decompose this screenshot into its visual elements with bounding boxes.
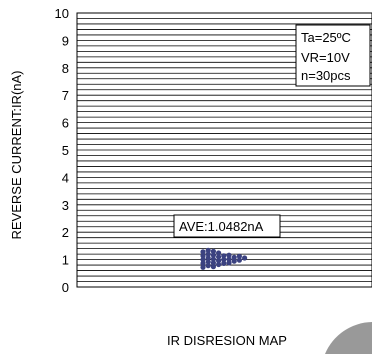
data-point	[205, 251, 211, 257]
y-axis-title: REVERSE CURRENT:IR(nA)	[9, 70, 24, 239]
data-point	[210, 264, 216, 270]
decorative-corner-shape	[325, 322, 372, 354]
data-point	[200, 264, 206, 270]
data-point	[205, 255, 211, 261]
y-tick-label: 1	[62, 253, 69, 268]
x-axis-title: IR DISRESION MAP	[167, 333, 287, 348]
y-tick-label: 6	[62, 116, 69, 131]
data-point	[221, 253, 227, 259]
conditions-frame	[295, 24, 371, 87]
data-point	[200, 249, 206, 255]
data-point	[210, 256, 216, 262]
condition-temperature: Ta=25ºC	[301, 30, 351, 45]
data-point	[236, 253, 242, 259]
conditions-box: Ta=25ºC VR=10V n=30pcs	[295, 24, 371, 87]
y-tick-labels: 0 1 2 3 4 5 6 7 8 9 10	[55, 6, 69, 295]
data-point	[221, 260, 227, 266]
data-point	[200, 260, 206, 266]
y-tick-label: 5	[62, 143, 69, 158]
data-point	[226, 256, 232, 262]
data-point	[221, 257, 227, 263]
data-point	[210, 260, 216, 266]
data-point	[216, 258, 222, 264]
data-point	[205, 263, 211, 269]
plot-frame	[76, 12, 372, 288]
y-tick-label: 7	[62, 88, 69, 103]
data-point	[200, 257, 206, 263]
data-point	[205, 259, 211, 265]
data-point	[216, 250, 222, 256]
data-point	[205, 247, 211, 253]
y-tick-label: 4	[62, 170, 69, 185]
average-box	[173, 214, 281, 238]
y-tick-label: 8	[62, 61, 69, 76]
average-annotation: AVE:1.0482nA	[173, 214, 281, 238]
data-point	[210, 252, 216, 258]
y-tick-label: 2	[62, 225, 69, 240]
y-tick-label: 3	[62, 198, 69, 213]
data-point	[236, 257, 242, 263]
condition-sample-count: n=30pcs	[301, 68, 351, 83]
data-point	[216, 254, 222, 260]
data-point	[226, 260, 232, 266]
y-tick-label: 9	[62, 33, 69, 48]
data-point	[216, 261, 222, 268]
data-point	[210, 248, 216, 254]
data-point	[231, 258, 237, 264]
data-point	[242, 255, 248, 261]
data-point	[231, 254, 237, 260]
average-label: AVE:1.0482nA	[179, 219, 264, 234]
data-point	[226, 252, 232, 258]
data-points	[200, 247, 248, 270]
data-point	[200, 253, 206, 259]
condition-voltage: VR=10V	[301, 50, 350, 65]
y-tick-label: 0	[62, 280, 69, 295]
y-tick-label: 10	[55, 6, 69, 21]
